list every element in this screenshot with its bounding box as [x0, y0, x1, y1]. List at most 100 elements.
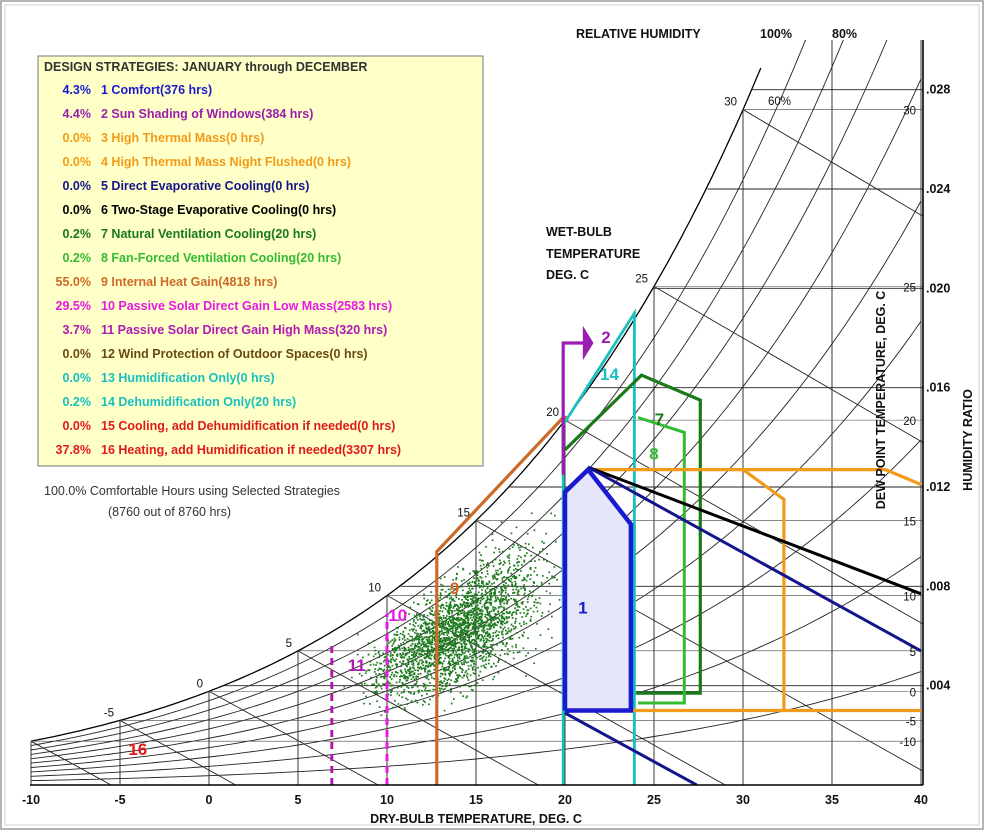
climate-point: [420, 624, 423, 626]
climate-point: [503, 587, 506, 589]
climate-point: [505, 617, 508, 620]
climate-point: [506, 599, 508, 602]
climate-point: [465, 661, 468, 664]
climate-point: [463, 601, 465, 604]
climate-point: [429, 611, 431, 614]
climate-point: [514, 626, 517, 628]
climate-point: [454, 605, 456, 607]
climate-point: [493, 616, 496, 619]
climate-point: [440, 588, 443, 591]
climate-point: [502, 642, 504, 645]
wet-bulb-line: [564, 419, 923, 625]
climate-point: [447, 678, 450, 680]
climate-point: [433, 657, 436, 660]
climate-point: [424, 684, 426, 687]
climate-point: [421, 661, 424, 663]
climate-point: [464, 623, 466, 625]
climate-point: [468, 610, 470, 612]
climate-point: [383, 664, 386, 667]
climate-point: [476, 570, 479, 573]
climate-point: [473, 620, 476, 622]
climate-point: [526, 552, 528, 554]
legend-pct: 0.0%: [63, 155, 92, 169]
climate-point: [509, 580, 512, 583]
climate-point: [417, 673, 420, 675]
climate-point: [427, 639, 430, 642]
climate-point: [500, 614, 503, 617]
climate-point: [454, 638, 456, 640]
climate-point: [478, 582, 480, 585]
climate-point: [415, 616, 418, 619]
climate-point: [459, 638, 461, 641]
climate-point: [407, 660, 410, 662]
climate-point: [375, 681, 378, 684]
climate-point: [492, 625, 495, 628]
climate-point: [485, 600, 487, 603]
climate-point: [428, 657, 430, 659]
climate-point: [505, 615, 508, 618]
zone-5-direct-evaporative: [587, 465, 922, 653]
climate-point: [429, 657, 431, 660]
climate-point: [423, 614, 426, 616]
climate-point: [466, 617, 468, 619]
climate-point: [441, 682, 444, 684]
climate-point: [538, 558, 540, 561]
climate-point: [390, 684, 393, 687]
climate-point: [410, 644, 413, 647]
climate-point: [514, 599, 517, 601]
climate-point: [461, 629, 464, 632]
climate-point: [448, 607, 450, 610]
zone-2-arrowhead: [582, 325, 594, 361]
climate-point: [493, 619, 495, 622]
climate-point: [453, 647, 455, 650]
climate-point: [452, 619, 455, 622]
climate-point: [433, 636, 435, 639]
climate-point: [398, 694, 401, 697]
climate-point: [499, 559, 501, 562]
climate-point: [447, 648, 449, 651]
climate-point: [461, 669, 464, 671]
climate-point: [463, 615, 466, 617]
climate-point: [449, 640, 451, 643]
climate-point: [455, 578, 457, 581]
climate-point: [409, 606, 412, 609]
climate-point: [389, 654, 392, 657]
climate-point: [466, 582, 469, 585]
climate-point: [429, 682, 431, 684]
climate-point: [461, 663, 464, 666]
climate-point: [532, 581, 535, 583]
climate-point: [454, 631, 457, 634]
climate-point: [490, 644, 492, 646]
zone-4-night-flush: [742, 468, 786, 711]
climate-point: [476, 633, 479, 635]
legend-pct: 0.0%: [63, 371, 92, 385]
climate-point: [377, 669, 379, 672]
climate-point: [454, 618, 456, 620]
climate-point: [503, 619, 506, 621]
legend-title: DESIGN STRATEGIES: JANUARY through DECEM…: [44, 60, 367, 74]
climate-point: [507, 556, 510, 559]
climate-point: [463, 657, 466, 660]
climate-point: [536, 610, 539, 613]
climate-point: [375, 692, 378, 695]
climate-point: [407, 687, 410, 689]
climate-point: [412, 648, 415, 651]
climate-point: [517, 564, 519, 567]
climate-point: [474, 605, 477, 608]
climate-point: [395, 675, 398, 678]
climate-point: [418, 636, 420, 639]
climate-point: [457, 624, 459, 626]
climate-point: [458, 641, 461, 644]
climate-point: [457, 566, 459, 568]
climate-point: [451, 610, 453, 612]
climate-point: [501, 550, 504, 553]
climate-point: [448, 639, 450, 641]
climate-point: [461, 667, 463, 670]
climate-point: [469, 674, 472, 677]
climate-point: [439, 683, 441, 686]
climate-point: [532, 610, 535, 613]
climate-point: [440, 607, 442, 609]
climate-point: [421, 618, 424, 621]
climate-point: [546, 553, 548, 555]
climate-point: [453, 644, 455, 646]
